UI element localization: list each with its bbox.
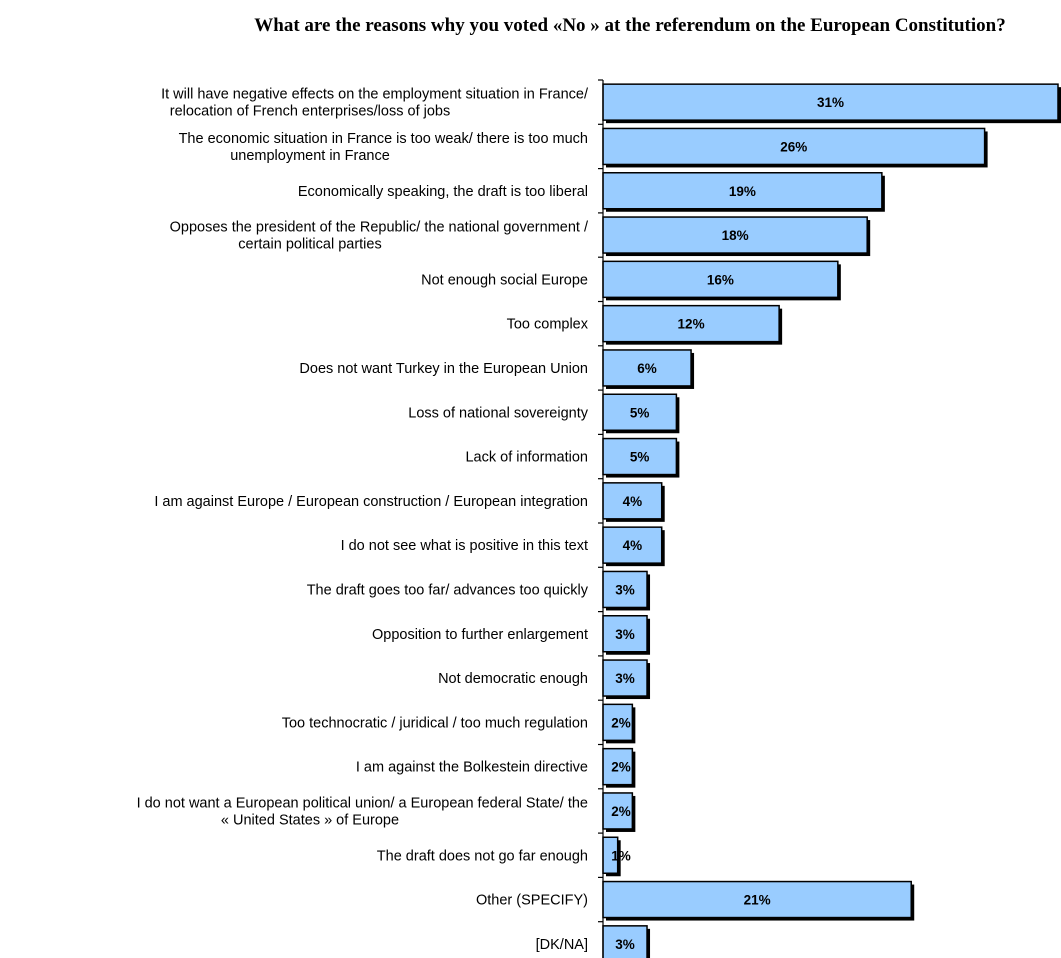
category-label: Does not want Turkey in the European Uni…: [299, 361, 588, 377]
category-label: The economic situation in France is too …: [179, 131, 588, 147]
category-label: Lack of information: [465, 450, 588, 466]
bar: [602, 526, 663, 564]
value-label: 2%: [611, 760, 631, 775]
bar: [602, 925, 648, 958]
category-label: Economically speaking, the draft is too …: [298, 184, 588, 200]
value-label: 4%: [623, 494, 643, 509]
value-label: 3%: [615, 582, 635, 597]
bar: [602, 437, 678, 476]
category-label: Opposition to further enlargement: [372, 627, 588, 643]
axis-ticks: [598, 79, 603, 923]
category-label: Not enough social Europe: [421, 272, 588, 288]
bar: [602, 615, 648, 653]
value-label: 26%: [780, 139, 807, 154]
value-label: 12%: [678, 317, 705, 332]
chart-title: What are the reasons why you voted «No »…: [254, 15, 1006, 36]
bar: [602, 570, 648, 609]
bar: [602, 747, 634, 786]
category-label: Too complex: [507, 317, 589, 333]
category-label: It will have negative effects on the emp…: [161, 87, 589, 103]
value-label: 5%: [630, 405, 650, 420]
value-label: 3%: [615, 937, 635, 952]
category-label: Not democratic enough: [438, 671, 588, 687]
value-label: 5%: [630, 450, 650, 465]
value-label: 3%: [615, 627, 635, 642]
bar: [602, 880, 912, 919]
bar: [602, 703, 634, 742]
category-label: I am against Europe / European construct…: [154, 494, 588, 510]
category-label: The draft does not go far enough: [377, 848, 588, 864]
bar: [602, 792, 634, 830]
value-label: 18%: [722, 228, 749, 243]
category-label: relocation of French enterprises/loss of…: [170, 104, 450, 120]
category-label: certain political parties: [238, 237, 381, 253]
value-labels: 31% 26% 19% 18% 16% 12% 6% 5% 5% 4% 4% 3% 3% 3% 2% 2% 2%…: [611, 95, 844, 952]
value-label: 19%: [729, 184, 756, 199]
value-label: 21%: [744, 893, 771, 908]
value-label: 31%: [817, 95, 844, 110]
bar: [602, 127, 986, 166]
value-label: 2%: [611, 715, 631, 730]
bar: [602, 393, 678, 431]
value-label: 4%: [623, 538, 643, 553]
category-label: Other (SPECIFY): [476, 893, 588, 909]
value-label: 1%: [611, 848, 631, 863]
category-label: I do not see what is positive in this te…: [341, 538, 588, 554]
category-label: [DK/NA]: [536, 937, 588, 953]
category-label: Opposes the president of the Republic/ t…: [170, 220, 589, 236]
bar: [602, 172, 883, 210]
bar: [602, 83, 1059, 121]
bar: [602, 482, 663, 520]
value-label: 6%: [637, 361, 657, 376]
category-label: I am against the Bolkestein directive: [356, 760, 588, 776]
category-label: The draft goes too far/ advances too qui…: [307, 582, 589, 598]
bars-layer: [602, 83, 1061, 958]
value-label: 16%: [707, 272, 734, 287]
category-label: « United States » of Europe: [221, 812, 399, 828]
category-label: unemployment in France: [230, 148, 390, 164]
category-label: Loss of national sovereignty: [408, 405, 588, 421]
value-label: 2%: [611, 804, 631, 819]
category-labels: It will have negative effects on the emp…: [137, 87, 589, 953]
category-label: Too technocratic / juridical / too much …: [282, 715, 588, 731]
bar: [602, 260, 839, 299]
value-label: 3%: [615, 671, 635, 686]
bar: [602, 216, 868, 254]
bar: [602, 349, 692, 387]
category-label: I do not want a European political union…: [137, 795, 588, 811]
